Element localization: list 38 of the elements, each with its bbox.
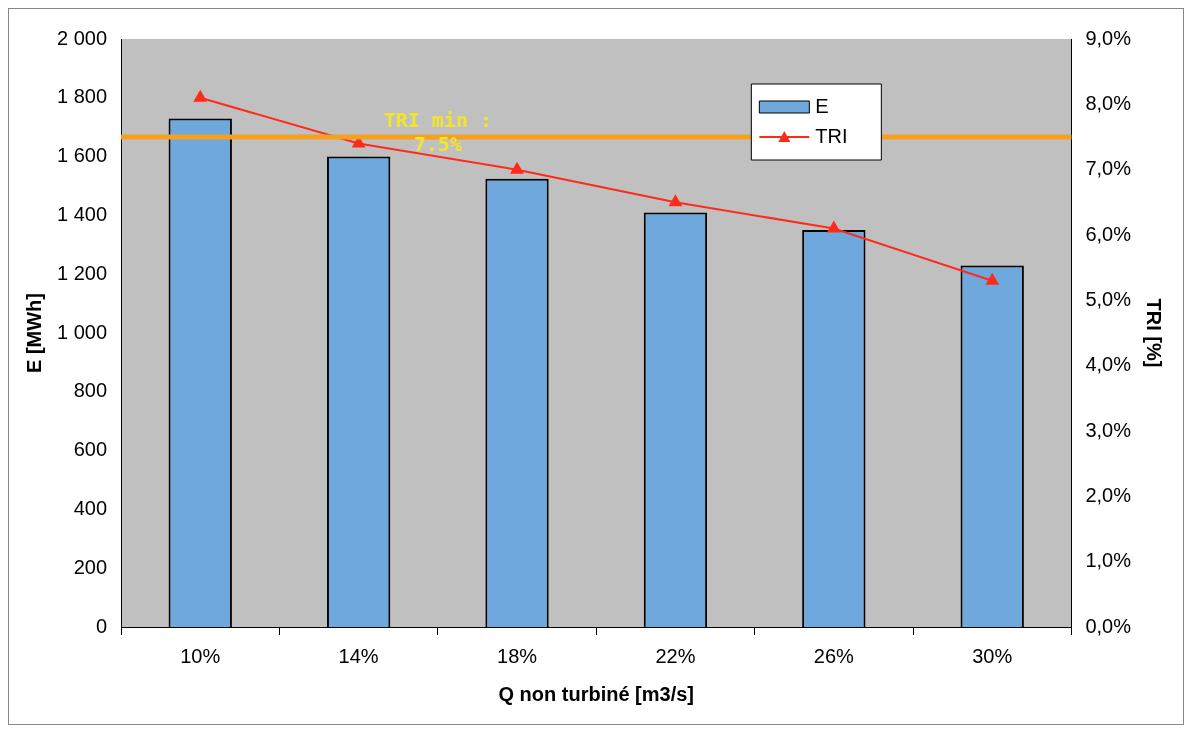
y2-tick-label: 1,0% bbox=[1085, 549, 1132, 572]
point bbox=[986, 273, 999, 285]
y2-tick-label: 5,0% bbox=[1085, 287, 1132, 310]
x-tick-label: 30% bbox=[972, 644, 1013, 667]
point bbox=[510, 162, 524, 174]
x-tick-label: 18% bbox=[497, 644, 538, 667]
y-tick-label: 1 400 bbox=[56, 202, 108, 225]
legend-label: E bbox=[815, 94, 829, 117]
ref-line-label: TRI min : 7.5% bbox=[383, 108, 493, 156]
legend-label: TRI bbox=[815, 124, 848, 147]
point bbox=[194, 90, 207, 102]
point bbox=[827, 221, 841, 233]
x-tick-label: 14% bbox=[338, 644, 379, 667]
y-tick-label: 800 bbox=[73, 379, 108, 402]
y-tick-label: 1 600 bbox=[56, 144, 108, 167]
y-axis-title: E [MWh] bbox=[22, 293, 45, 373]
y-tick-label: 600 bbox=[73, 438, 108, 461]
y-tick-label: 1 000 bbox=[56, 320, 108, 343]
x-tick-label: 26% bbox=[813, 644, 855, 667]
y2-tick-label: 2,0% bbox=[1085, 483, 1132, 506]
y2-tick-label: 6,0% bbox=[1085, 222, 1132, 245]
y-tick-label: 2 000 bbox=[56, 26, 108, 49]
y2-tick-label: 4,0% bbox=[1085, 353, 1132, 376]
y2-axis-title: TRI [%] bbox=[1143, 298, 1166, 368]
y2-tick-label: 8,0% bbox=[1085, 91, 1132, 114]
y-tick-label: 1 800 bbox=[56, 85, 108, 108]
y-tick-label: 0 bbox=[95, 614, 108, 637]
y2-tick-label: 0,0% bbox=[1085, 614, 1132, 637]
y-tick-label: 1 200 bbox=[56, 261, 108, 284]
y2-tick-label: 7,0% bbox=[1085, 157, 1132, 180]
y2-tick-label: 3,0% bbox=[1085, 418, 1132, 441]
y2-tick-label: 9,0% bbox=[1085, 26, 1132, 49]
y-tick-label: 400 bbox=[73, 496, 108, 519]
x-tick-label: 10% bbox=[180, 644, 221, 667]
y-tick-label: 200 bbox=[73, 555, 108, 578]
point bbox=[669, 195, 682, 207]
x-axis-title: Q non turbiné [m3/s] bbox=[498, 682, 695, 705]
x-tick-label: 22% bbox=[655, 644, 696, 667]
